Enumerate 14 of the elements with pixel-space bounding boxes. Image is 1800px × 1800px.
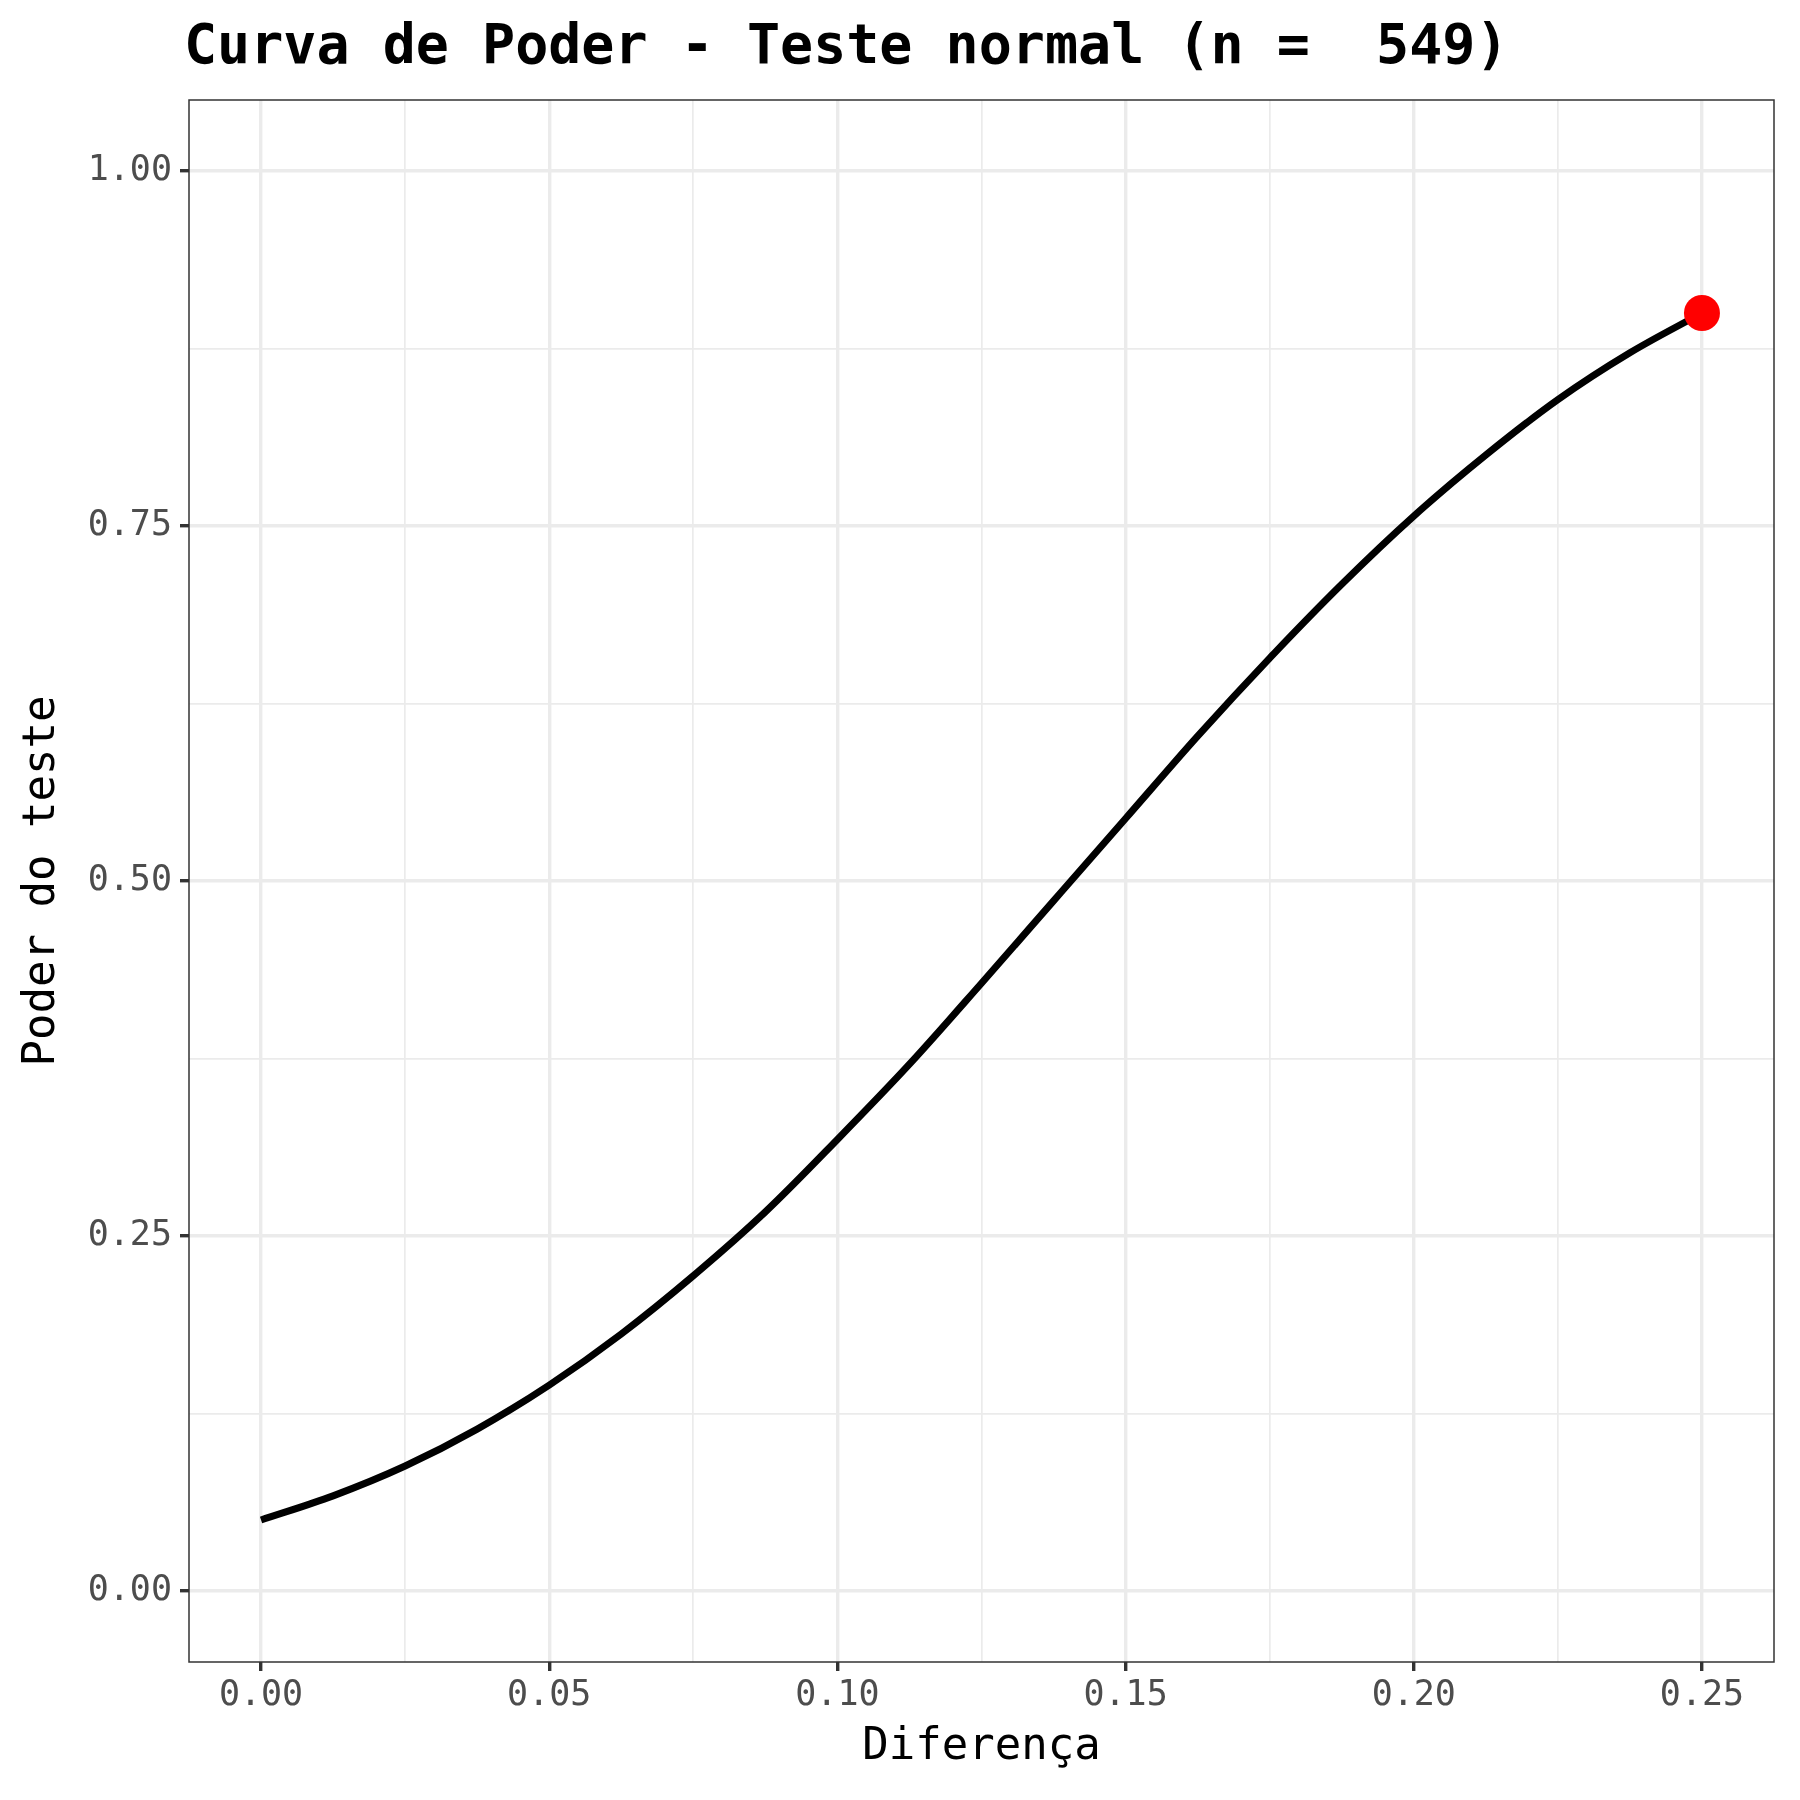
y-tick-label: 0.75 <box>87 503 172 544</box>
y-axis-title: Poder do teste <box>12 695 64 1067</box>
x-tick-label: 0.15 <box>1083 1673 1168 1714</box>
x-tick-label: 0.05 <box>507 1673 592 1714</box>
x-tick-label: 0.00 <box>218 1673 304 1714</box>
y-tick-label: 0.00 <box>87 1568 172 1609</box>
x-axis-title: Diferença <box>862 1718 1101 1770</box>
x-tick-label: 0.25 <box>1659 1673 1745 1714</box>
y-tick-label: 0.50 <box>87 858 172 899</box>
x-tick-label: 0.20 <box>1371 1673 1456 1714</box>
y-tick-label: 1.00 <box>87 148 172 189</box>
x-tick-label: 0.10 <box>795 1673 880 1714</box>
chart-title: Curva de Poder - Teste normal (n = 549) <box>184 12 1509 76</box>
y-tick-label: 0.25 <box>87 1213 172 1254</box>
